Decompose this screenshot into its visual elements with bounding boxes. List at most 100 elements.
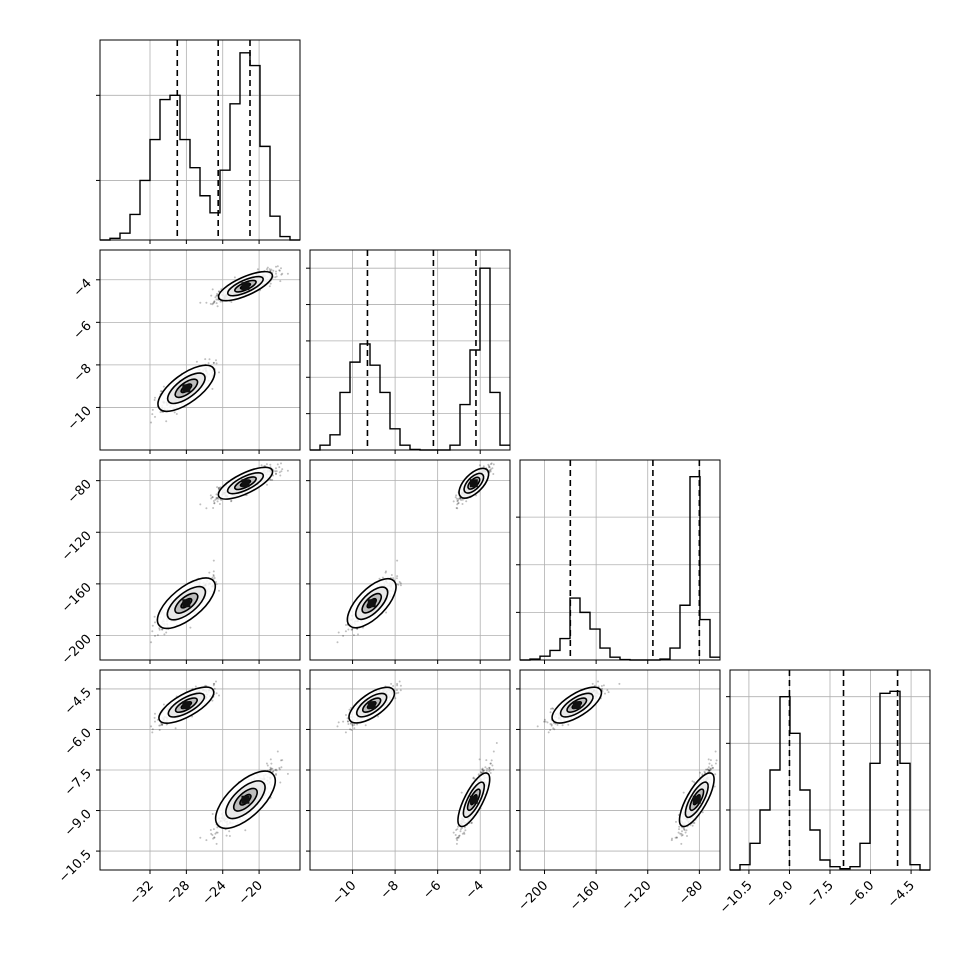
- scatter-point: [214, 498, 217, 501]
- scatter-point: [274, 769, 277, 772]
- scatter-point: [280, 267, 282, 270]
- density-peak: [182, 384, 191, 393]
- scatter-point: [395, 577, 398, 580]
- scatter-point: [154, 621, 156, 624]
- scatter-point: [272, 269, 275, 272]
- scatter-point: [154, 720, 156, 723]
- scatter-point: [211, 834, 214, 836]
- scatter-point: [488, 770, 491, 772]
- scatter-point: [281, 468, 284, 471]
- scatter-point: [357, 633, 359, 636]
- scatter-point: [215, 842, 218, 845]
- scatter-point: [381, 576, 384, 579]
- scatter-point: [158, 627, 161, 630]
- scatter-point: [272, 770, 275, 772]
- scatter-point: [461, 503, 464, 505]
- x-tick-label: −20: [236, 878, 266, 908]
- scatter-point: [218, 589, 220, 592]
- scatter-point: [151, 413, 154, 416]
- scatter-point: [478, 464, 481, 467]
- scatter-point: [489, 772, 492, 774]
- scatter-point: [364, 724, 367, 727]
- scatter-point: [159, 411, 162, 414]
- scatter-point: [218, 486, 221, 489]
- scatter-point: [266, 483, 268, 486]
- scatter-point: [150, 641, 153, 644]
- scatter-point: [225, 834, 228, 837]
- scatter-point: [452, 500, 455, 503]
- scatter-point: [460, 791, 463, 794]
- scatter-point: [209, 494, 212, 497]
- scatter-point: [390, 574, 393, 576]
- scatter-point: [161, 628, 164, 631]
- scatter-point: [286, 272, 289, 275]
- scatter-point: [536, 725, 539, 728]
- scatter-point: [218, 694, 220, 697]
- scatter-point: [452, 831, 455, 834]
- scatter-point: [199, 301, 202, 304]
- scatter-point: [269, 758, 272, 761]
- scatter-point: [215, 493, 218, 496]
- scatter-point: [710, 764, 713, 767]
- scatter-point: [396, 559, 399, 562]
- scatter-point: [278, 767, 281, 769]
- scatter-point: [336, 725, 339, 728]
- scatter-point: [212, 828, 215, 831]
- scatter-point: [195, 360, 198, 363]
- scatter-panel-0-2: −200−160−120−80: [59, 459, 301, 668]
- scatter-point: [353, 727, 356, 730]
- scatter-point: [488, 767, 491, 769]
- scatter-point: [213, 300, 216, 303]
- scatter-point: [347, 628, 350, 631]
- scatter-point: [214, 296, 217, 299]
- scatter-point: [215, 831, 218, 834]
- scatter-point: [154, 396, 156, 399]
- scatter-point: [215, 302, 218, 305]
- scatter-point: [207, 362, 210, 365]
- scatter-point: [211, 813, 214, 815]
- scatter-panel-1-2: [306, 459, 511, 664]
- scatter-point: [256, 268, 259, 271]
- scatter-point: [492, 768, 495, 771]
- scatter-point: [457, 825, 459, 828]
- scatter-point: [189, 626, 192, 629]
- scatter-point: [345, 624, 347, 626]
- scatter-point: [281, 272, 284, 275]
- scatter-point: [278, 768, 281, 771]
- scatter-point: [390, 682, 393, 685]
- scatter-point: [212, 575, 215, 578]
- scatter-point: [217, 497, 220, 500]
- scatter-point: [477, 773, 480, 776]
- scatter-point: [215, 496, 218, 499]
- scatter-point: [244, 829, 247, 832]
- scatter-point: [270, 762, 273, 765]
- scatter-point: [348, 708, 351, 711]
- scatter-point: [216, 500, 219, 503]
- scatter-point: [165, 420, 168, 423]
- x-tick-label: −28: [163, 878, 193, 908]
- scatter-point: [392, 685, 395, 687]
- density-peak: [469, 795, 478, 804]
- scatter-point: [212, 301, 215, 304]
- y-tick-label: −6: [71, 319, 95, 343]
- scatter-point: [151, 630, 154, 633]
- density-peak: [367, 701, 376, 710]
- scatter-point: [686, 835, 688, 837]
- scatter-point: [215, 583, 218, 586]
- scatter-point: [216, 826, 219, 829]
- scatter-point: [461, 498, 464, 501]
- scatter-point: [161, 628, 163, 631]
- scatter-point: [191, 715, 194, 718]
- histogram-panel-2: [516, 459, 721, 664]
- scatter-point: [268, 285, 271, 288]
- scatter-point: [456, 839, 459, 842]
- y-tick-label: −10.5: [56, 847, 95, 886]
- scatter-point: [161, 723, 163, 725]
- scatter-point: [454, 496, 457, 499]
- scatter-point: [218, 290, 221, 293]
- scatter-point: [280, 766, 283, 769]
- scatter-point: [162, 385, 165, 388]
- scatter-point: [280, 273, 283, 276]
- scatter-point: [159, 724, 162, 727]
- scatter-point: [268, 768, 271, 771]
